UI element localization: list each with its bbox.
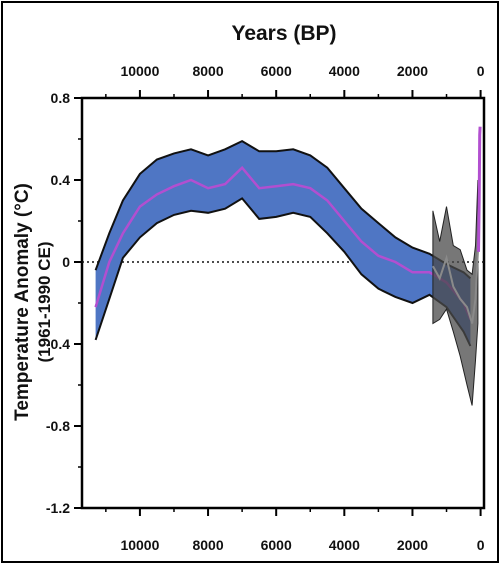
x-top-tick-label: 4000 bbox=[329, 63, 360, 79]
y-tick-label: 0.8 bbox=[51, 90, 71, 106]
x-top-tick-label: 10000 bbox=[120, 63, 159, 79]
chart-marks bbox=[82, 126, 484, 406]
y-tick-label: -0.4 bbox=[46, 336, 70, 352]
x-top-tick-label: 2000 bbox=[397, 63, 428, 79]
y-axis-subtitle: (1961-1990 CE) bbox=[35, 242, 54, 363]
x-bottom-tick-label: 2000 bbox=[397, 537, 428, 553]
y-tick-label: -1.2 bbox=[46, 500, 70, 516]
x-bottom-tick-label: 4000 bbox=[329, 537, 360, 553]
y-axis-title: Temperature Anomaly (°C) bbox=[12, 183, 33, 421]
holocene-uncertainty-band bbox=[95, 141, 471, 346]
x-top-tick-label: 0 bbox=[477, 63, 485, 79]
recent-proxy-mean-line bbox=[432, 251, 479, 324]
y-tick-label: 0.4 bbox=[51, 172, 71, 188]
x-bottom-tick-label: 8000 bbox=[192, 537, 223, 553]
holocene-band-lower-edge bbox=[94, 197, 472, 347]
x-axis-title: Years (BP) bbox=[231, 22, 336, 45]
instrumental-spike-line bbox=[477, 126, 482, 252]
x-top-tick-label: 6000 bbox=[261, 63, 292, 79]
x-bottom-tick-label: 6000 bbox=[261, 537, 292, 553]
chart-axes: 10000 10000 8000 8000 6000 6000 4000 4000 2000 20… bbox=[46, 63, 485, 553]
x-bottom-tick-label: 10000 bbox=[120, 537, 159, 553]
x-bottom-tick-label: 0 bbox=[477, 537, 485, 553]
y-tick-label: -0.8 bbox=[46, 418, 70, 434]
y-tick-label: 0 bbox=[62, 254, 70, 270]
recent-proxy-band bbox=[432, 179, 479, 406]
x-top-tick-label: 8000 bbox=[192, 63, 223, 79]
holocene-band-upper-edge bbox=[94, 139, 472, 280]
holocene-mean-line bbox=[94, 165, 472, 320]
